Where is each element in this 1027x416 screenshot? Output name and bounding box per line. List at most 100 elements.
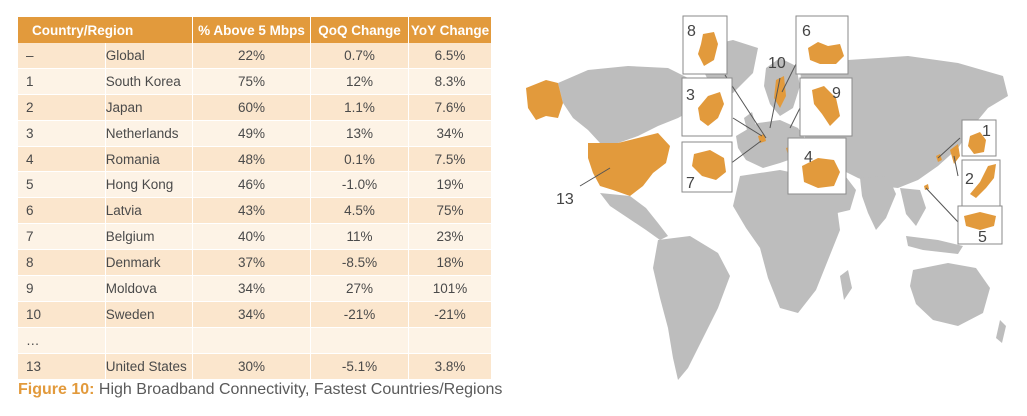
pct-cell: 49% — [192, 120, 311, 147]
pct-cell: 34% — [192, 275, 311, 302]
rank-cell: 1 — [18, 68, 106, 95]
header-pct: % Above 5 Mbps — [192, 17, 311, 43]
callout-4-romania: 4 — [787, 137, 847, 195]
moldova-shape — [812, 86, 840, 126]
usa-region — [588, 133, 670, 196]
yoy-cell: 7.5% — [408, 146, 491, 173]
header-qoq: QoQ Change — [310, 17, 409, 43]
table-row: 6 Latvia 43% 4.5% 75% — [18, 197, 491, 225]
country-cell: Belgium — [105, 223, 194, 251]
highlighted-regions — [526, 76, 960, 196]
callout-label-8: 8 — [687, 23, 696, 40]
pct-cell: 30% — [192, 353, 311, 380]
rank-cell: 4 — [18, 146, 106, 173]
rank-cell: – — [18, 43, 106, 69]
header-yoy: YoY Change — [408, 17, 491, 43]
country-cell: Hong Kong — [105, 171, 194, 199]
latvia-shape — [808, 42, 844, 64]
callout-label-6: 6 — [802, 23, 811, 40]
callout-1-south-korea: 1 — [961, 119, 997, 157]
table-header-row: Country/Region % Above 5 Mbps QoQ Change… — [18, 17, 491, 43]
figure-label: Figure 10: — [18, 381, 95, 398]
world-map: 8 6 10 3 9 7 4 1 2 — [526, 15, 1008, 380]
sweden-region — [774, 76, 786, 108]
country-cell — [105, 327, 194, 354]
rank-cell: 7 — [18, 223, 106, 251]
country-cell: Latvia — [105, 197, 194, 225]
belgium-shape — [692, 150, 726, 180]
yoy-cell: 19% — [408, 171, 491, 199]
rank-cell: 13 — [18, 353, 106, 380]
table-row: 2 Japan 60% 1.1% 7.6% — [18, 94, 491, 121]
qoq-cell: 1.1% — [310, 94, 409, 121]
qoq-cell: 13% — [310, 120, 409, 147]
rank-cell: 5 — [18, 171, 106, 199]
pct-cell: 37% — [192, 249, 311, 277]
yoy-cell: 8.3% — [408, 68, 491, 95]
callout-label-7: 7 — [686, 175, 695, 192]
south-korea-shape — [968, 132, 986, 154]
yoy-cell: 101% — [408, 275, 491, 302]
header-country: Country/Region — [18, 17, 193, 43]
qoq-cell: -8.5% — [310, 249, 409, 277]
qoq-cell: -5.1% — [310, 353, 409, 380]
callout-3-netherlands: 3 — [681, 77, 733, 137]
callout-2-japan: 2 — [961, 159, 1001, 207]
callout-label-4: 4 — [804, 149, 813, 166]
pct-cell: 75% — [192, 68, 311, 95]
east-asia-spots — [924, 144, 960, 190]
yoy-cell: 6.5% — [408, 43, 491, 69]
qoq-cell: 0.7% — [310, 43, 409, 69]
country-cell: Global — [105, 43, 194, 69]
rank-cell: … — [18, 327, 106, 354]
callout-8-denmark: 8 — [682, 15, 728, 75]
table-row: 8 Denmark 37% -8.5% 18% — [18, 249, 491, 277]
qoq-cell — [310, 327, 409, 354]
qoq-cell: 27% — [310, 275, 409, 302]
table-row: – Global 22% 0.7% 6.5% — [18, 43, 491, 69]
figure-caption: Figure 10: High Broadband Connectivity, … — [18, 381, 502, 399]
country-cell: Moldova — [105, 275, 194, 302]
hong-kong-shape — [964, 212, 996, 230]
yoy-cell: 23% — [408, 223, 491, 251]
rank-cell: 6 — [18, 197, 106, 225]
callout-label-10: 10 — [768, 55, 786, 72]
country-cell: Netherlands — [105, 120, 194, 147]
table-row: 4 Romania 48% 0.1% 7.5% — [18, 146, 491, 173]
japan-shape — [970, 164, 996, 198]
yoy-cell: 18% — [408, 249, 491, 277]
table-row: 5 Hong Kong 46% -1.0% 19% — [18, 171, 491, 199]
table-row: 1 South Korea 75% 12% 8.3% — [18, 68, 491, 95]
pct-cell — [192, 327, 311, 354]
yoy-cell — [408, 327, 491, 354]
callout-9-moldova: 9 — [799, 77, 853, 137]
yoy-cell: -21% — [408, 301, 491, 328]
country-cell: Romania — [105, 146, 194, 173]
rank-cell: 10 — [18, 301, 106, 328]
yoy-cell: 7.6% — [408, 94, 491, 121]
pct-cell: 40% — [192, 223, 311, 251]
pct-cell: 34% — [192, 301, 311, 328]
callout-label-9: 9 — [832, 85, 841, 102]
country-cell: United States — [105, 353, 194, 380]
denmark-shape — [698, 32, 718, 66]
figure-title: High Broadband Connectivity, Fastest Cou… — [94, 381, 503, 398]
callout-6-latvia: 6 — [795, 15, 849, 75]
country-cell: Sweden — [105, 301, 194, 328]
callout-label-13: 13 — [556, 191, 574, 208]
yoy-cell: 75% — [408, 197, 491, 225]
rank-cell: 8 — [18, 249, 106, 277]
callout-label-1: 1 — [982, 123, 991, 140]
qoq-cell: -1.0% — [310, 171, 409, 199]
pct-cell: 22% — [192, 43, 311, 69]
alaska-region — [526, 80, 563, 120]
country-cell: Denmark — [105, 249, 194, 277]
callout-5-hong-kong: 5 — [957, 205, 1003, 246]
pct-cell: 43% — [192, 197, 311, 225]
qoq-cell: 0.1% — [310, 146, 409, 173]
qoq-cell: 12% — [310, 68, 409, 95]
qoq-cell: -21% — [310, 301, 409, 328]
country-cell: South Korea — [105, 68, 194, 95]
table-row: 13 United States 30% -5.1% 3.8% — [18, 353, 491, 380]
pct-cell: 60% — [192, 94, 311, 121]
